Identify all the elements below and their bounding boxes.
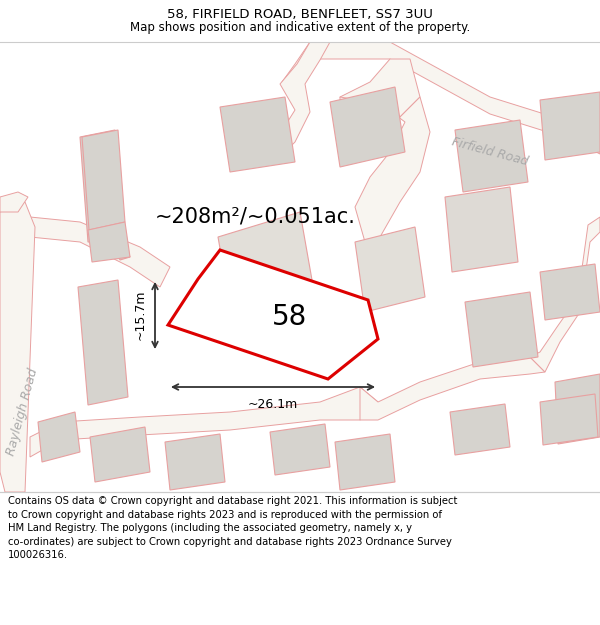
- Polygon shape: [445, 187, 518, 272]
- Polygon shape: [455, 120, 528, 192]
- Text: Map shows position and indicative extent of the property.: Map shows position and indicative extent…: [130, 21, 470, 34]
- Polygon shape: [335, 434, 395, 490]
- Polygon shape: [78, 280, 128, 405]
- Polygon shape: [465, 292, 538, 367]
- Polygon shape: [340, 97, 430, 242]
- Polygon shape: [30, 387, 378, 457]
- Polygon shape: [340, 59, 420, 117]
- Polygon shape: [555, 374, 600, 444]
- Polygon shape: [530, 217, 600, 372]
- Polygon shape: [355, 227, 425, 312]
- Text: 58, FIRFIELD ROAD, BENFLEET, SS7 3UU: 58, FIRFIELD ROAD, BENFLEET, SS7 3UU: [167, 8, 433, 21]
- Text: ~26.1m: ~26.1m: [248, 398, 298, 411]
- Polygon shape: [90, 427, 150, 482]
- Polygon shape: [450, 404, 510, 455]
- Polygon shape: [540, 264, 600, 320]
- Polygon shape: [168, 250, 378, 379]
- Polygon shape: [88, 222, 130, 262]
- Polygon shape: [82, 130, 125, 230]
- Polygon shape: [270, 424, 330, 475]
- Polygon shape: [262, 42, 330, 162]
- Text: 58: 58: [272, 303, 308, 331]
- Polygon shape: [0, 217, 170, 287]
- Polygon shape: [218, 212, 315, 322]
- Polygon shape: [0, 202, 35, 492]
- Text: Contains OS data © Crown copyright and database right 2021. This information is : Contains OS data © Crown copyright and d…: [8, 496, 457, 561]
- Text: Rayleigh Road: Rayleigh Road: [4, 367, 40, 457]
- Polygon shape: [540, 92, 600, 160]
- Polygon shape: [282, 42, 600, 154]
- Polygon shape: [0, 192, 28, 212]
- Polygon shape: [360, 357, 545, 420]
- Polygon shape: [165, 434, 225, 490]
- Polygon shape: [330, 87, 405, 167]
- Polygon shape: [540, 394, 598, 445]
- Text: Firfield Road: Firfield Road: [451, 136, 530, 169]
- Polygon shape: [220, 97, 295, 172]
- Text: ~15.7m: ~15.7m: [133, 290, 146, 340]
- Polygon shape: [80, 130, 130, 260]
- Text: ~208m²/~0.051ac.: ~208m²/~0.051ac.: [155, 207, 355, 227]
- Polygon shape: [38, 412, 80, 462]
